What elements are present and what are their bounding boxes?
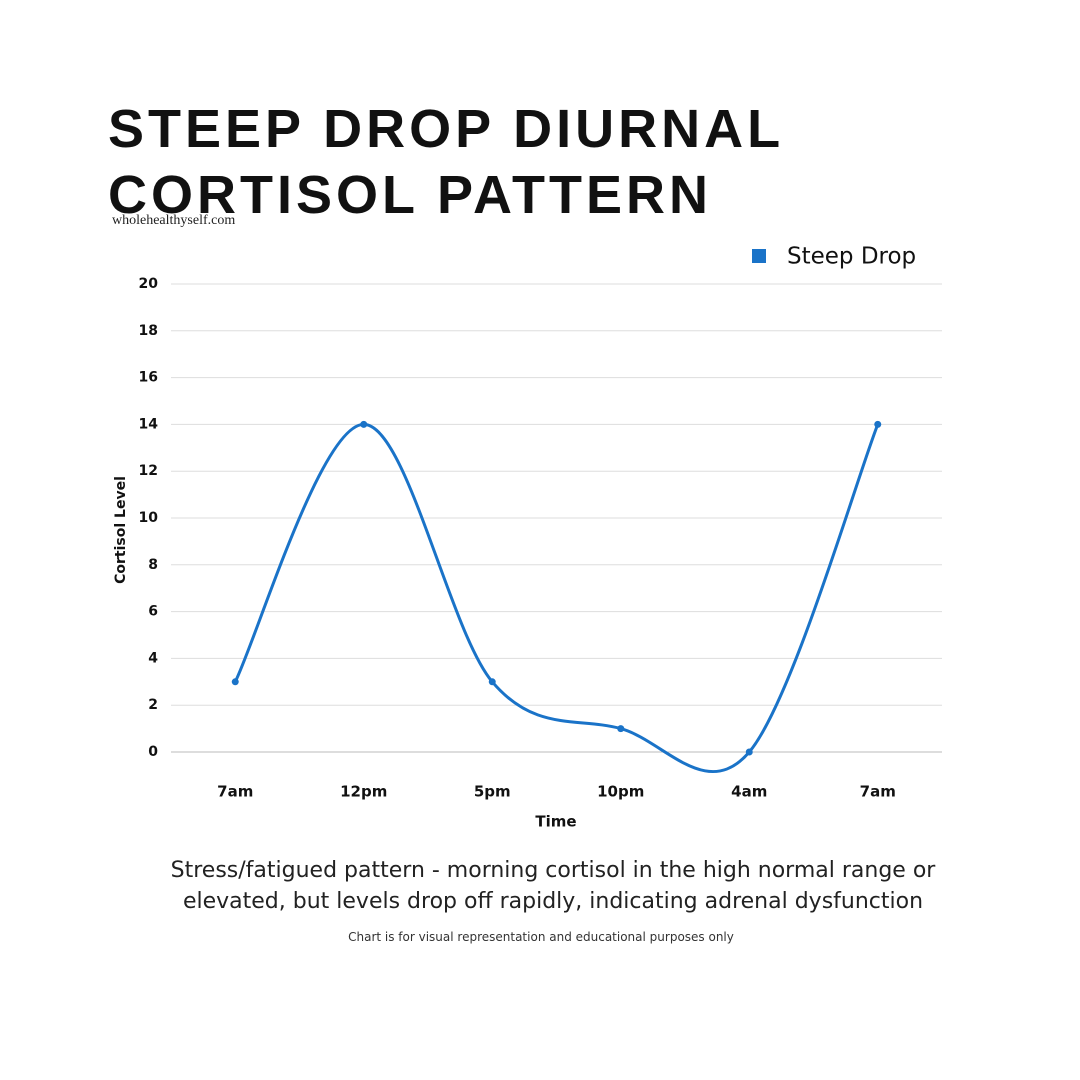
line [233, 422, 880, 774]
x-tick-label: 12pm [340, 783, 387, 801]
y-tick-label: 18 [139, 323, 158, 339]
y-tick-label: 0 [148, 744, 158, 760]
x-tick-label: 10pm [597, 783, 644, 801]
chart-subtitle: wholehealthyself.com [112, 213, 236, 228]
y-tick-label: 8 [148, 557, 158, 573]
point [488, 678, 496, 686]
x-tick-label: 4am [731, 783, 767, 801]
y-axis-label: Cortisol Level [113, 476, 129, 584]
point [231, 678, 239, 686]
y-tick-label: 2 [148, 697, 158, 713]
y-tick-label: 6 [148, 604, 158, 620]
y-tick-label: 20 [139, 276, 159, 292]
legend-label: Steep Drop [787, 244, 916, 270]
legend-swatch [752, 249, 766, 263]
caption: Stress/fatigued pattern - morning cortis… [170, 858, 936, 914]
y-tick-label: 12 [139, 463, 158, 479]
x-axis-label: Time [535, 813, 576, 831]
point [617, 725, 625, 733]
x-tick-label: 7am [217, 783, 253, 801]
point [874, 420, 882, 428]
y-tick-label: 4 [148, 650, 158, 666]
y-tick-label: 10 [139, 510, 159, 526]
footnote: Chart is for visual representation and e… [348, 930, 734, 944]
y-tick-label: 16 [139, 370, 158, 386]
chart-title: STEEP DROP DIURNAL CORTISOL PATTERN [108, 99, 784, 225]
x-tick-label: 5pm [474, 783, 511, 801]
y-tick-label: 14 [139, 416, 159, 432]
point [745, 748, 753, 756]
x-tick-label: 7am [860, 783, 896, 801]
point [360, 420, 368, 428]
